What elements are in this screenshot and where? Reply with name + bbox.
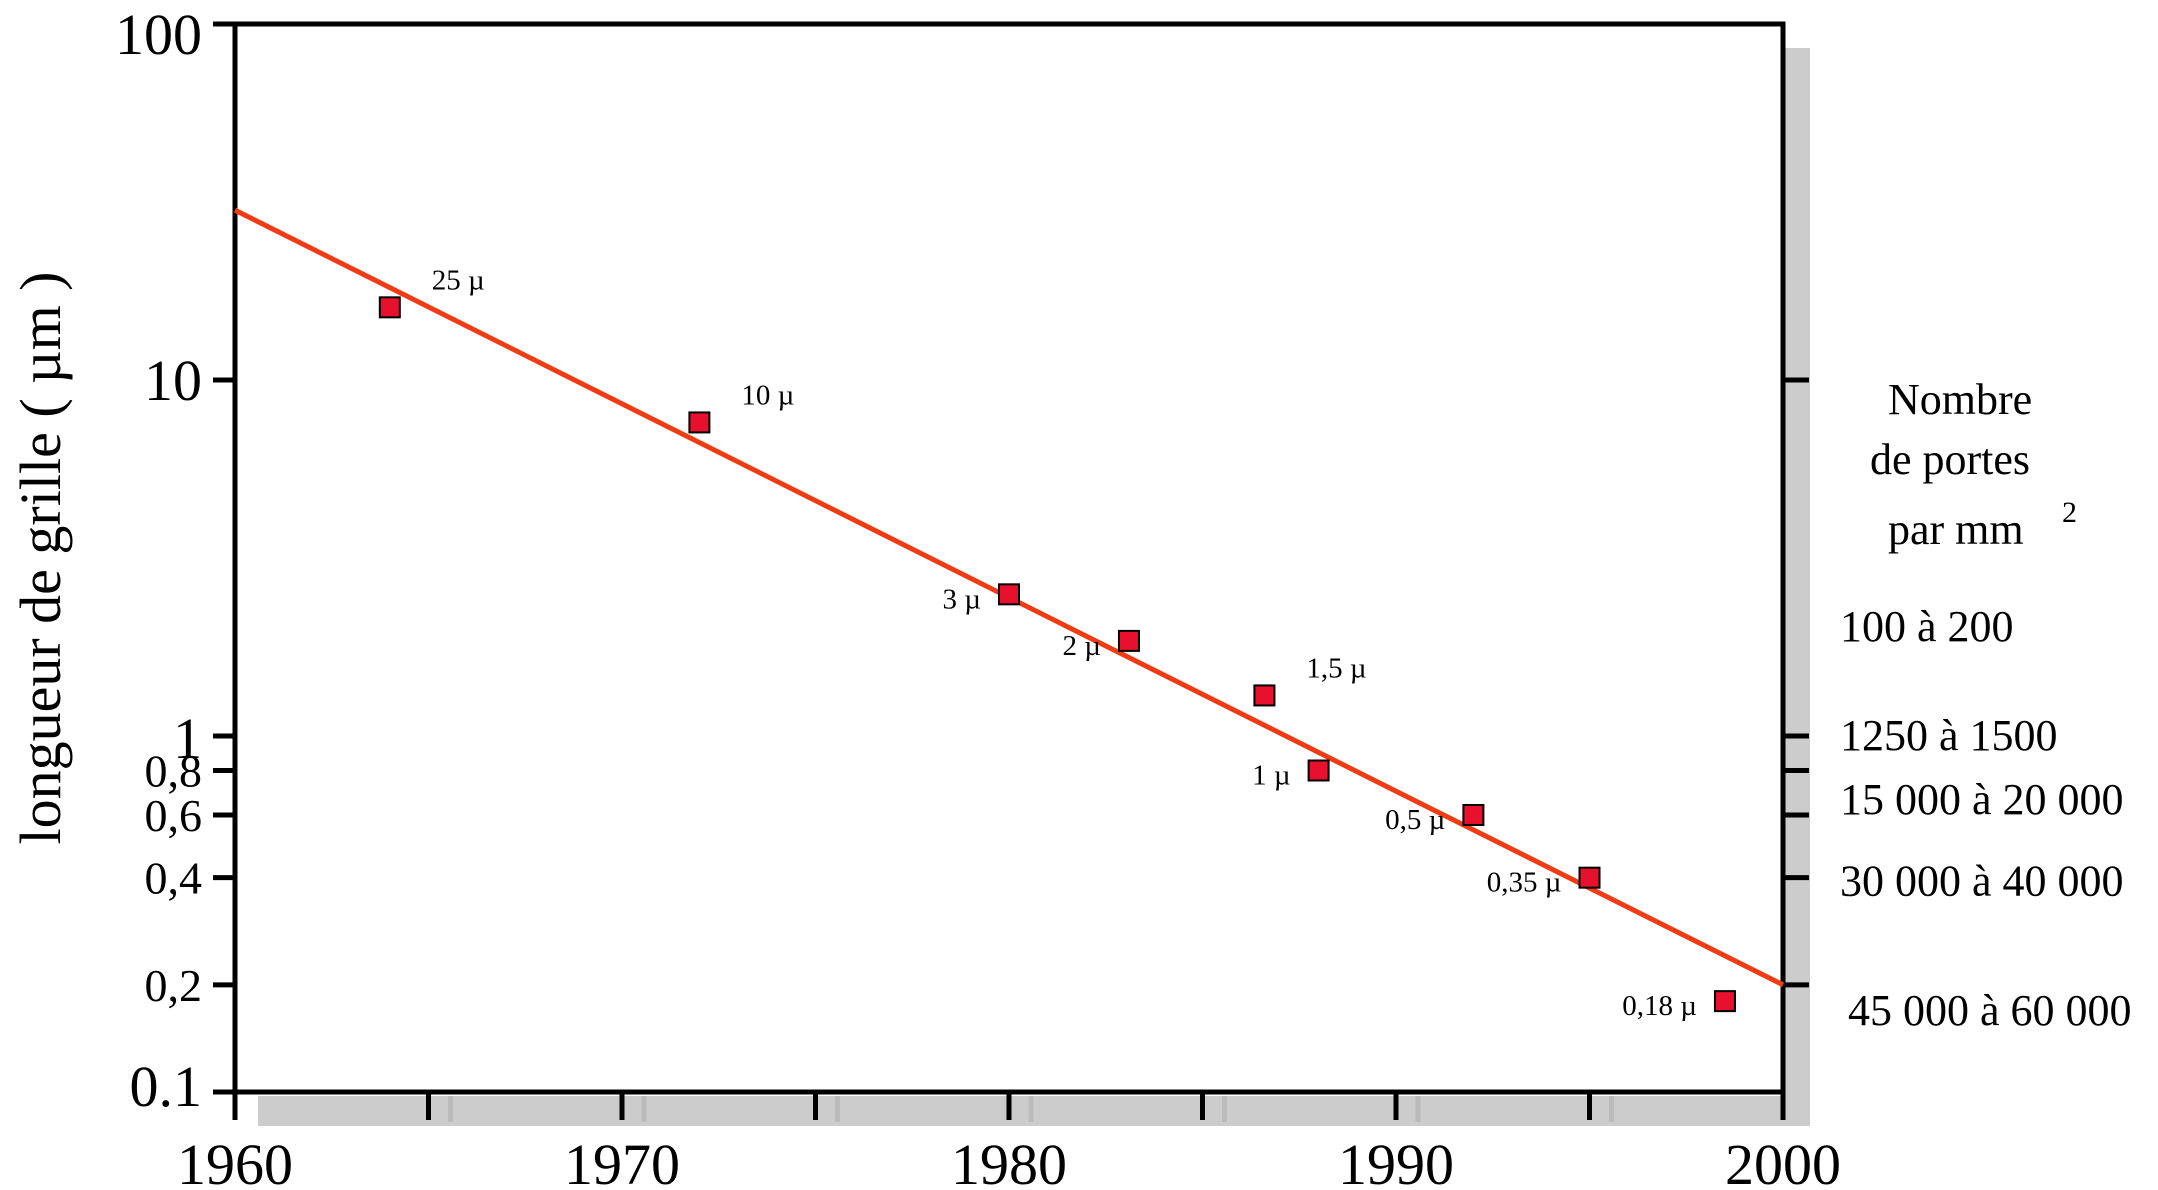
right-axis-label: 15 000 à 20 000 [1840,775,2124,824]
y-axis: 100 10 10,80,6 0,4 0,2 0.1 [115,2,235,1119]
data-point [688,411,711,434]
data-points [378,296,1736,1013]
data-point-label: 1 µ [1252,759,1290,791]
right-axis-label: 45 000 à 60 000 [1848,986,2132,1035]
y-tick-label: 0,6 [145,790,203,841]
y-tick-label: 0.1 [130,1054,203,1119]
data-point [1462,803,1485,826]
data-point-label: 0,35 µ [1487,867,1562,899]
data-point-label: 0,18 µ [1622,990,1697,1022]
data-point-label: 10 µ [741,379,794,411]
x-tick-label: 1980 [951,1132,1067,1190]
data-point [1117,629,1140,652]
data-point-label: 0,5 µ [1385,804,1445,836]
plot-frame [232,21,1786,1095]
right-axis-labels: 100 à 200 1250 à 1500 15 000 à 20 000 30 00… [1840,602,2132,1035]
data-point-label: 3 µ [943,583,981,615]
data-point-label: 25 µ [432,264,485,296]
x-tick-label: 1970 [564,1132,680,1190]
y-tick-label: 1 [173,706,202,771]
right-axis-label: 1250 à 1500 [1840,711,2058,760]
x-tick-label: 2000 [1725,1132,1841,1190]
right-axis-label: 30 000 à 40 000 [1840,857,2124,906]
x-axis: 1960 1970 1980 1990 2000 [177,1092,1841,1190]
right-axis-label: 100 à 200 [1840,602,2014,651]
data-point [1713,990,1736,1013]
right-axis [1783,377,1809,988]
right-title-line-1: Nombre [1888,375,2032,424]
axis-shadow-right [1782,48,1810,1108]
x-tick-label: 1960 [177,1132,293,1190]
axis-shadow-bottom [258,1096,1810,1126]
data-point [1307,759,1330,782]
y-tick-label: 0,4 [145,853,203,904]
y-tick-label: 0,2 [145,960,203,1011]
data-point [998,583,1020,606]
right-axis-title: Nombre de portes par mm 2 [1870,375,2077,554]
data-point-label: 1,5 µ [1306,652,1366,684]
right-title-line-3: par mm [1888,505,2024,554]
data-point-label: 2 µ [1063,630,1101,662]
x-tick-label: 1990 [1338,1132,1454,1190]
y-tick-label: 10 [144,348,202,413]
y-tick-label: 0,8 [145,745,203,796]
right-title-line-2: de portes [1870,435,2030,484]
y-axis-title: longueur de grille ( µm ) [8,272,73,845]
data-point [1253,684,1276,707]
y-tick-label: 100 [115,2,202,67]
data-point [378,296,401,319]
right-title-superscript: 2 [2062,496,2077,529]
data-point-labels: 25 µ 10 µ 3 µ 2 µ 1,5 µ 1 µ 0,5 µ 0,35 µ 0,18 µ [432,264,1697,1022]
data-point [1578,866,1601,889]
